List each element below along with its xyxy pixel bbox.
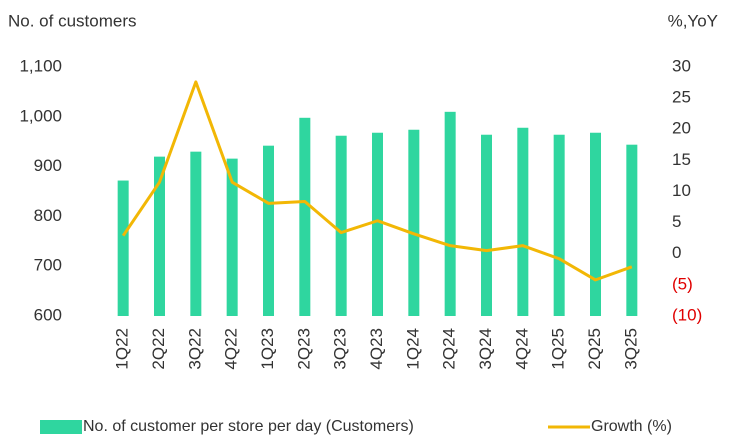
x-tick-label: 4Q24	[512, 328, 531, 370]
bar	[117, 180, 129, 316]
legend-label: No. of customer per store per day (Custo…	[83, 418, 414, 435]
y2-tick-label: (5)	[672, 274, 693, 293]
y-tick-label: 900	[34, 156, 62, 175]
x-tick-label: 2Q22	[149, 328, 168, 370]
y2-tick-label: 15	[672, 150, 691, 169]
y2-tick-label: 30	[672, 56, 691, 75]
y-tick-label: 700	[34, 256, 62, 275]
bar	[626, 144, 638, 316]
x-tick-label: 3Q23	[331, 328, 350, 370]
x-tick-label: 3Q22	[185, 328, 204, 370]
x-tick-label: 3Q25	[621, 328, 640, 370]
legend-swatch	[40, 420, 82, 434]
bar	[517, 127, 529, 316]
y-tick-label: 1,100	[19, 56, 62, 75]
bar	[590, 132, 601, 316]
x-tick-label: 2Q25	[585, 328, 604, 370]
x-tick-label: 1Q23	[258, 328, 277, 370]
bar	[408, 129, 420, 316]
y-tick-label: 600	[34, 305, 62, 324]
y2-tick-label: (10)	[672, 305, 702, 324]
y2-tick-label: 0	[672, 243, 681, 262]
bar	[444, 111, 456, 316]
y2-tick-label: 20	[672, 119, 691, 138]
x-tick-label: 1Q24	[403, 328, 422, 370]
y-axis-title: No. of customers	[8, 11, 137, 30]
bar	[481, 134, 492, 316]
line	[121, 80, 633, 282]
x-tick-label: 4Q22	[222, 328, 241, 370]
y2-axis-title: %,YoY	[668, 11, 718, 30]
bar	[190, 151, 202, 316]
bar	[226, 158, 238, 316]
bar	[299, 117, 311, 317]
y2-tick-label: 5	[672, 212, 681, 231]
x-tick-label: 1Q22	[113, 328, 132, 370]
x-tick-label: 3Q24	[476, 328, 495, 370]
bar	[372, 132, 383, 316]
y2-tick-label: 25	[672, 88, 691, 107]
x-tick-label: 2Q23	[294, 328, 313, 370]
legend-label: Growth (%)	[591, 418, 672, 435]
x-tick-label: 1Q25	[549, 328, 568, 370]
y2-tick-label: 10	[672, 181, 691, 200]
bar	[553, 134, 565, 316]
bar	[335, 135, 347, 316]
y-tick-label: 800	[34, 206, 62, 225]
bar	[263, 145, 274, 316]
bar	[154, 156, 165, 316]
y-tick-label: 1,000	[19, 106, 62, 125]
x-tick-label: 4Q23	[367, 328, 386, 370]
x-tick-label: 2Q24	[440, 328, 459, 370]
